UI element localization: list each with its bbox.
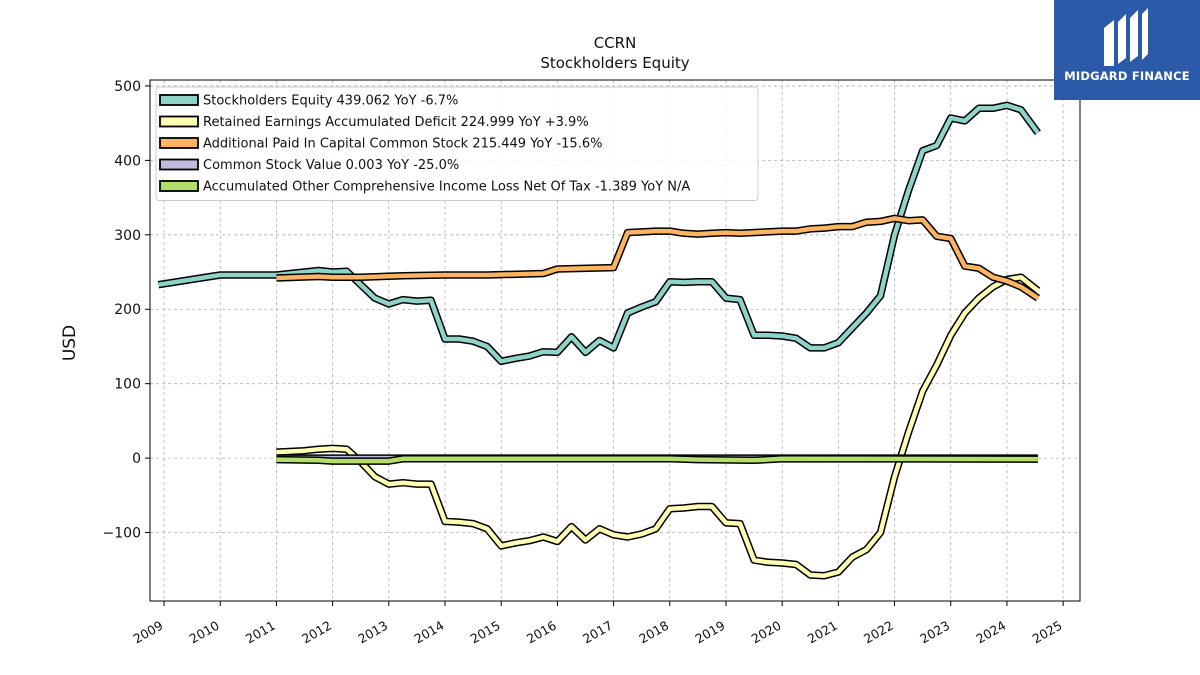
legend-swatch xyxy=(159,115,199,128)
legend-label: Accumulated Other Comprehensive Income L… xyxy=(203,180,690,195)
series-3 xyxy=(276,214,1040,302)
chart-subtitle: Stockholders Equity xyxy=(540,54,689,72)
series-5 xyxy=(276,455,1038,465)
legend-entry: Additional Paid In Capital Common Stock … xyxy=(159,137,602,152)
legend-swatch xyxy=(159,180,199,192)
legend-entry: Accumulated Other Comprehensive Income L… xyxy=(159,180,690,195)
y-tick-label: 300 xyxy=(114,228,141,244)
legend-box xyxy=(155,86,759,201)
series-2 xyxy=(276,273,1041,580)
y-axis-label: USD xyxy=(60,325,80,361)
logo-text: MIDGARD FINANCE xyxy=(1064,69,1190,83)
midgard-logo-icon xyxy=(1104,8,1148,66)
series-line xyxy=(158,103,1040,364)
legend-label: Common Stock Value 0.003 YoY -25.0% xyxy=(203,158,459,173)
y-tick-label: 500 xyxy=(114,79,141,95)
legend-swatch xyxy=(159,137,199,149)
legend-entry: Stockholders Equity 439.062 YoY -6.7% xyxy=(159,94,458,109)
legend-label: Additional Paid In Capital Common Stock … xyxy=(203,137,602,152)
legend-entry: Retained Earnings Accumulated Deficit 22… xyxy=(159,115,589,130)
series-line xyxy=(276,216,1040,300)
midgard-finance-logo: MIDGARD FINANCE xyxy=(1054,0,1200,100)
plot-frame xyxy=(149,79,1081,602)
legend-entry: Common Stock Value 0.003 YoY -25.0% xyxy=(159,158,459,173)
legend-swatch xyxy=(159,94,199,106)
series-line xyxy=(276,456,1038,464)
series-1 xyxy=(157,101,1041,366)
y-tick-label: 100 xyxy=(114,377,141,393)
chart-title: CCRN xyxy=(594,34,637,52)
legend-label: Stockholders Equity 439.062 YoY -6.7% xyxy=(203,94,458,109)
y-tick-label: 0 xyxy=(132,451,141,467)
y-tick-label: 400 xyxy=(114,153,141,169)
series-line xyxy=(276,274,1040,578)
y-tick-label: 200 xyxy=(114,302,141,318)
legend-label: Retained Earnings Accumulated Deficit 22… xyxy=(203,115,589,130)
y-tick-label: −100 xyxy=(103,526,141,542)
legend-swatch xyxy=(159,158,199,171)
